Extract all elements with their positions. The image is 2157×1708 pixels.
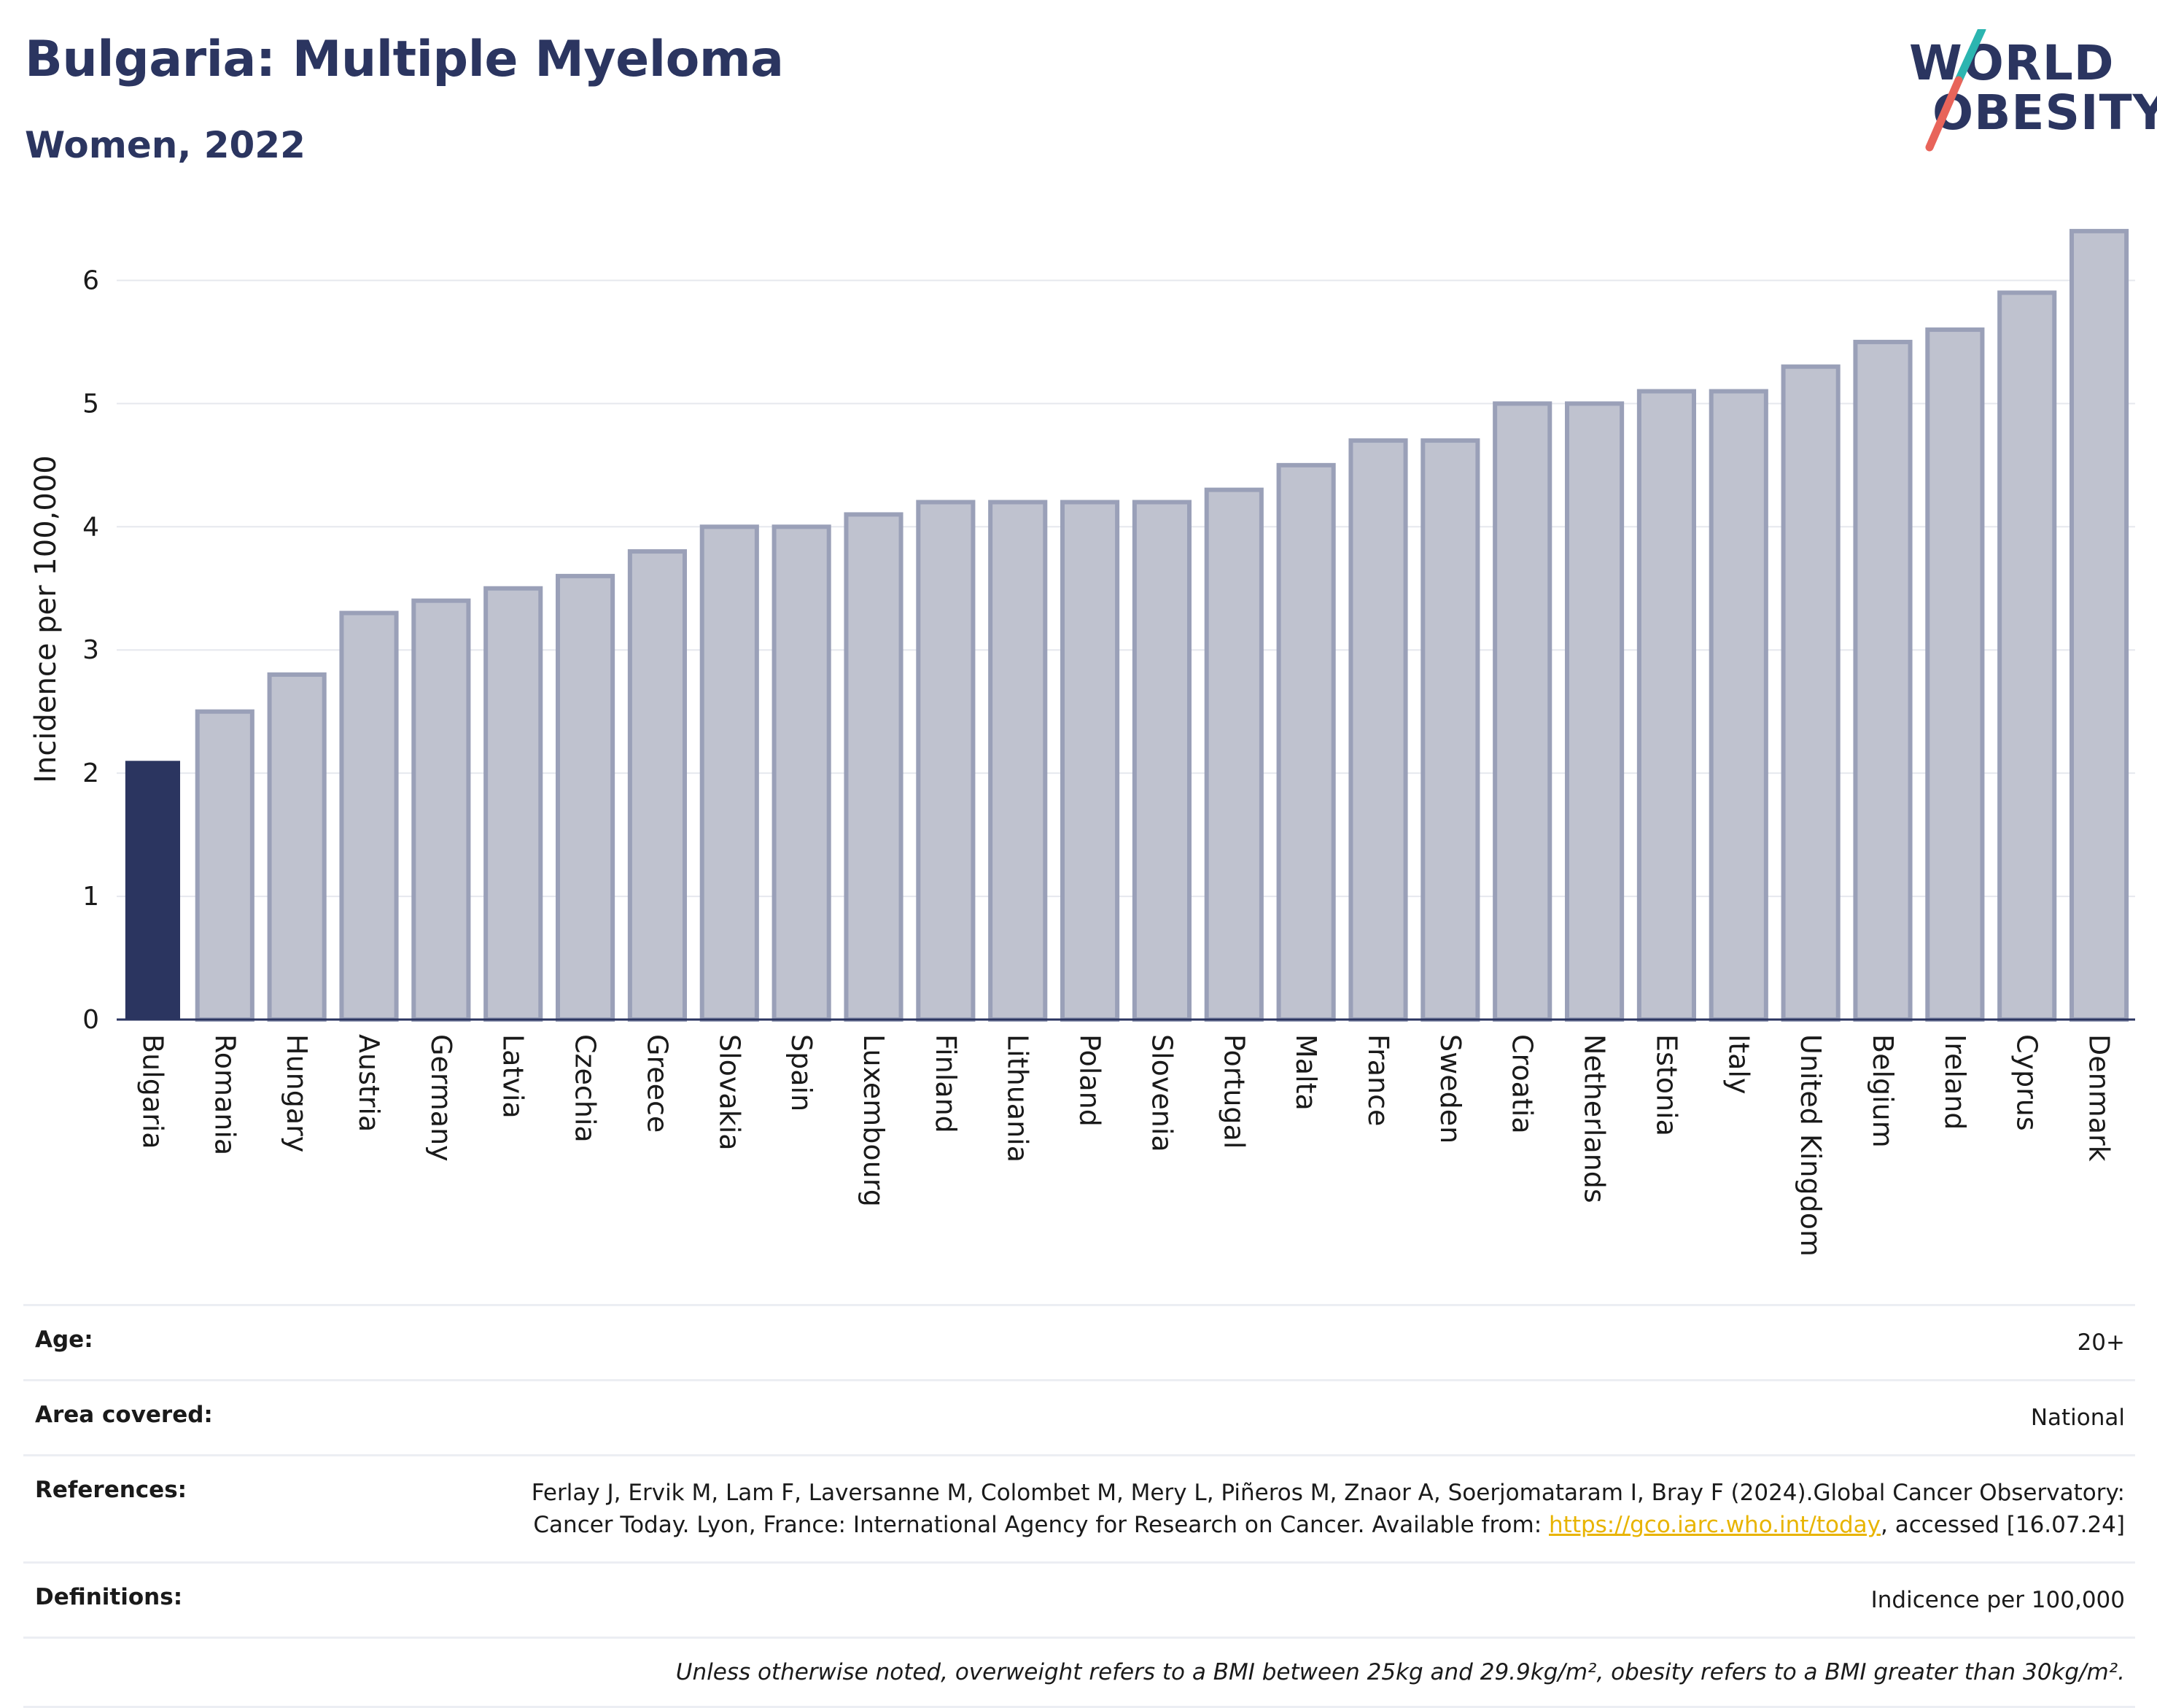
x-tick-label: Italy bbox=[1722, 1034, 1754, 1094]
x-tick-label: Luxembourg bbox=[858, 1034, 890, 1207]
logo-line2: OBESITY bbox=[1932, 85, 2157, 141]
bar bbox=[699, 524, 759, 1022]
x-tick-label: Bulgaria bbox=[136, 1034, 168, 1149]
x-tick-label: Greece bbox=[641, 1034, 673, 1133]
x-tick-label: Denmark bbox=[2083, 1034, 2115, 1162]
x-tick-label: Croatia bbox=[1507, 1034, 1539, 1134]
y-tick-label: 1 bbox=[82, 882, 99, 912]
y-axis-label: Incidence per 100,000 bbox=[29, 455, 63, 783]
y-tick-label: 2 bbox=[82, 758, 99, 788]
bar-chart: 0 1 2 3 4 5 6 Incidence per 100,000 Bulgaria Roma… bbox=[29, 228, 2135, 1257]
bar bbox=[411, 598, 471, 1022]
x-tick-label: Netherlands bbox=[1579, 1034, 1611, 1203]
bar bbox=[195, 709, 254, 1022]
references-after: , accessed [16.07.24] bbox=[1880, 1512, 2125, 1538]
logo-slash-icon bbox=[1925, 29, 1986, 152]
bar bbox=[1420, 438, 1480, 1022]
bar bbox=[1925, 327, 1985, 1022]
x-tick-label: Finland bbox=[930, 1034, 962, 1133]
bar bbox=[483, 586, 543, 1022]
references-label: References: bbox=[35, 1477, 187, 1503]
area-label: Area covered: bbox=[35, 1402, 213, 1428]
bar bbox=[556, 573, 615, 1022]
x-tick-label: Czechia bbox=[570, 1034, 602, 1143]
bar bbox=[772, 524, 831, 1022]
bar bbox=[916, 500, 976, 1022]
bar bbox=[339, 610, 399, 1022]
x-tick-label: United Kingdom bbox=[1795, 1034, 1827, 1257]
bar bbox=[125, 761, 180, 1020]
bar bbox=[1636, 389, 1696, 1022]
x-tick-label: Germany bbox=[425, 1034, 457, 1162]
info-row-age: Age: 20+ bbox=[23, 1304, 2135, 1379]
bar bbox=[1348, 438, 1408, 1022]
bar bbox=[1493, 401, 1552, 1022]
x-tick-label: Hungary bbox=[281, 1034, 313, 1152]
world-obesity-logo: WORLD OBESITY bbox=[1896, 29, 2157, 153]
x-tick-label: Ireland bbox=[1939, 1034, 1971, 1130]
bar bbox=[1204, 487, 1264, 1022]
x-tick-label: Malta bbox=[1290, 1034, 1322, 1111]
x-tick-label: Cyprus bbox=[2011, 1034, 2043, 1131]
footnote: Unless otherwise noted, overweight refer… bbox=[675, 1659, 2125, 1685]
bar bbox=[2069, 228, 2129, 1022]
bar bbox=[1565, 401, 1625, 1022]
x-tick-label: Latvia bbox=[497, 1034, 529, 1119]
y-tick-label: 4 bbox=[82, 512, 99, 542]
bar bbox=[1276, 462, 1336, 1022]
x-tick-label: Slovenia bbox=[1146, 1034, 1178, 1152]
info-row-references: References: Ferlay J, Ervik M, Lam F, La… bbox=[23, 1454, 2135, 1561]
y-tick-label: 3 bbox=[82, 635, 99, 665]
y-tick-label: 0 bbox=[82, 1005, 99, 1035]
references-value: Ferlay J, Ervik M, Lam F, Laversanne M, … bbox=[521, 1477, 2125, 1541]
bar bbox=[1781, 364, 1841, 1022]
y-tick-label: 5 bbox=[82, 389, 99, 419]
references-text: Ferlay J, Ervik M, Lam F, Laversanne M, … bbox=[531, 1480, 2125, 1538]
references-link[interactable]: https://gco.iarc.who.int/today bbox=[1549, 1512, 1881, 1538]
bar bbox=[988, 500, 1048, 1022]
y-tick-label: 6 bbox=[82, 265, 99, 295]
x-tick-label: Romania bbox=[209, 1034, 241, 1155]
bar bbox=[844, 512, 903, 1022]
info-row-definitions: Definitions: Indicence per 100,000 bbox=[23, 1561, 2135, 1637]
info-row-area: Area covered: National bbox=[23, 1379, 2135, 1454]
age-label: Age: bbox=[35, 1327, 93, 1353]
info-table: Age: 20+ Area covered: National Referenc… bbox=[23, 1304, 2135, 1708]
x-tick-label: Austria bbox=[353, 1034, 385, 1132]
definitions-value: Indicence per 100,000 bbox=[1870, 1587, 2125, 1613]
age-value: 20+ bbox=[2077, 1329, 2125, 1356]
x-tick-label: Slovakia bbox=[713, 1034, 745, 1151]
page-title: Bulgaria: Multiple Myeloma bbox=[25, 31, 784, 88]
bar bbox=[1853, 339, 1913, 1022]
x-tick-label: France bbox=[1362, 1034, 1394, 1126]
bar bbox=[1060, 500, 1120, 1022]
page-subtitle: Women, 2022 bbox=[25, 124, 306, 166]
area-value: National bbox=[2030, 1405, 2125, 1431]
bar bbox=[1997, 290, 2057, 1022]
x-tick-label: Belgium bbox=[1867, 1034, 1899, 1148]
x-tick-label: Lithuania bbox=[1002, 1034, 1034, 1162]
x-tick-label: Portugal bbox=[1218, 1034, 1250, 1149]
x-tick-label: Sweden bbox=[1434, 1034, 1466, 1144]
x-tick-label: Estonia bbox=[1650, 1034, 1682, 1136]
x-tick-label: Spain bbox=[785, 1034, 817, 1111]
info-row-footnote: Unless otherwise noted, overweight refer… bbox=[23, 1637, 2135, 1708]
bar bbox=[267, 672, 327, 1022]
bar bbox=[1132, 500, 1192, 1022]
bar bbox=[627, 549, 687, 1022]
logo-line1: WORLD bbox=[1909, 35, 2115, 91]
bar bbox=[1709, 389, 1768, 1022]
definitions-label: Definitions: bbox=[35, 1584, 183, 1610]
x-tick-label: Poland bbox=[1074, 1034, 1106, 1127]
